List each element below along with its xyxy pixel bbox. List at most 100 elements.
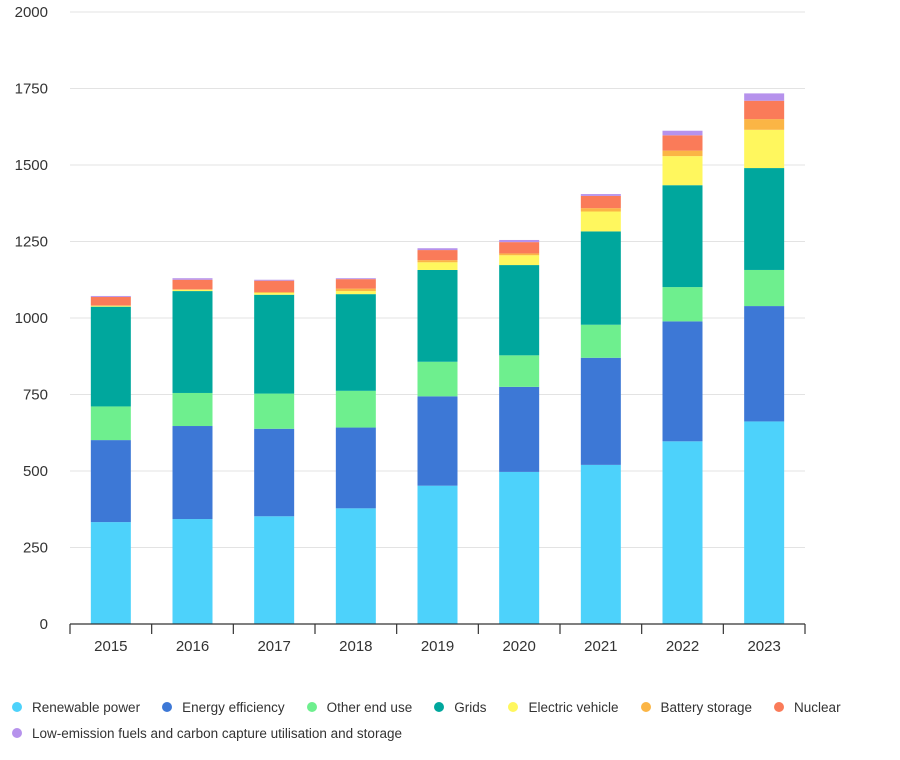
- y-tick-label: 250: [23, 540, 48, 557]
- legend-label: Energy efficiency: [182, 699, 285, 715]
- x-tick-label: 2017: [257, 638, 290, 655]
- legend-swatch: [640, 702, 651, 712]
- bar-segment: [744, 119, 785, 130]
- bar-segment: [90, 295, 131, 297]
- y-tick-label: 500: [23, 463, 48, 480]
- bar-segment: [744, 306, 785, 422]
- legend-item[interactable]: Other end use: [306, 699, 413, 715]
- bar-segment: [744, 168, 785, 270]
- bar-segment: [417, 250, 458, 261]
- bar-segment: [335, 508, 376, 624]
- legend-item[interactable]: Nuclear: [774, 700, 841, 715]
- bar-segment: [172, 519, 213, 624]
- legend-item[interactable]: Electric vehicle: [508, 699, 619, 715]
- stacked-bar-chart: 0 250 500 750 1000 1250 1500 1750 2000 2015 2016 20…: [15, 4, 806, 655]
- bar-segment: [254, 516, 295, 624]
- y-tick-label: 0: [40, 616, 48, 633]
- bar-segment: [254, 279, 295, 281]
- bar-segment: [662, 130, 703, 136]
- y-tick-label: 1500: [15, 157, 48, 174]
- bar-segment: [499, 471, 540, 624]
- bar-segment: [172, 426, 213, 520]
- bar-segment: [499, 242, 540, 254]
- x-tick-label: 2022: [666, 638, 699, 655]
- bar-segment: [254, 291, 295, 293]
- bar-segment: [662, 321, 703, 442]
- bar-segment: [254, 294, 295, 394]
- y-tick-label: 1000: [15, 310, 48, 327]
- bar-segment: [90, 306, 131, 407]
- bar-segment: [172, 392, 213, 427]
- bar-segment: [662, 150, 703, 157]
- bar-segment: [254, 280, 295, 292]
- bar-segment: [580, 211, 621, 232]
- bar-segment: [172, 289, 213, 292]
- legend-label: Other end use: [326, 699, 413, 715]
- bar-segment: [499, 239, 540, 243]
- legend-swatch: [306, 702, 317, 712]
- legend-item[interactable]: Energy efficiency: [162, 700, 285, 715]
- bar-segment: [662, 135, 703, 151]
- bar-segment: [335, 294, 376, 391]
- y-tick-label: 2000: [15, 4, 48, 21]
- bar-segment: [744, 93, 785, 101]
- bar-segment: [417, 262, 458, 270]
- bar-segment: [499, 265, 540, 356]
- bar-segment: [662, 185, 703, 288]
- bar-segment: [580, 357, 621, 465]
- bar-segment: [662, 441, 703, 624]
- legend: Renewable power Energy efficiency Other en…: [12, 694, 892, 746]
- bar-segment: [662, 287, 703, 322]
- bar-segment: [417, 361, 458, 397]
- legend-label: Grids: [454, 699, 487, 715]
- bar-segment: [90, 296, 131, 306]
- bar-segment: [335, 390, 376, 428]
- bar-segment: [335, 278, 376, 280]
- bar-segment: [172, 279, 213, 290]
- legend-label: Electric vehicle: [528, 699, 619, 715]
- bar-segment: [580, 324, 621, 358]
- legend-item[interactable]: Renewable power: [12, 700, 140, 715]
- legend-label: Renewable power: [32, 699, 141, 715]
- y-tick-label: 750: [23, 387, 48, 404]
- bars: [90, 93, 785, 624]
- bar-segment: [499, 386, 540, 472]
- bar-segment: [335, 279, 376, 289]
- bar-segment: [580, 208, 621, 212]
- bar-segment: [417, 248, 458, 251]
- axes: 0 250 500 750 1000 1250 1500 1750 2000 2015 2016 20…: [15, 4, 806, 655]
- bar-segment: [580, 195, 621, 209]
- legend-item[interactable]: Battery storage: [640, 699, 753, 715]
- legend-row: Low-emission fuels and carbon capture ut…: [12, 720, 892, 746]
- bar-segment: [335, 291, 376, 295]
- bar-segment: [90, 522, 131, 624]
- legend-label: Nuclear: [794, 699, 841, 715]
- bar-segment: [254, 428, 295, 517]
- bar-segment: [499, 253, 540, 256]
- bar-segment: [744, 129, 785, 169]
- bar-segment: [499, 255, 540, 266]
- bar-segment: [335, 427, 376, 509]
- legend-swatch: [508, 702, 519, 712]
- legend-item[interactable]: Grids: [434, 700, 486, 715]
- x-tick-label: 2016: [176, 638, 209, 655]
- bar-segment: [580, 194, 621, 196]
- bar-segment: [90, 440, 131, 523]
- x-tick-label: 2019: [421, 638, 454, 655]
- bar-segment: [417, 396, 458, 486]
- bar-segment: [662, 156, 703, 186]
- bar-segment: [417, 485, 458, 624]
- bar-segment: [335, 288, 376, 292]
- legend-swatch: [12, 702, 22, 712]
- bar-segment: [417, 269, 458, 362]
- x-tick-label: 2018: [339, 638, 372, 655]
- bar-segment: [744, 421, 785, 624]
- legend-swatch: [162, 702, 173, 712]
- legend-label: Battery storage: [660, 699, 753, 715]
- bar-segment: [744, 269, 785, 307]
- legend-item[interactable]: Low-emission fuels and carbon capture ut…: [12, 726, 402, 741]
- bar-segment: [90, 305, 131, 307]
- x-tick-label: 2015: [94, 638, 127, 655]
- y-tick-label: 1250: [15, 234, 48, 251]
- bar-segment: [172, 289, 213, 290]
